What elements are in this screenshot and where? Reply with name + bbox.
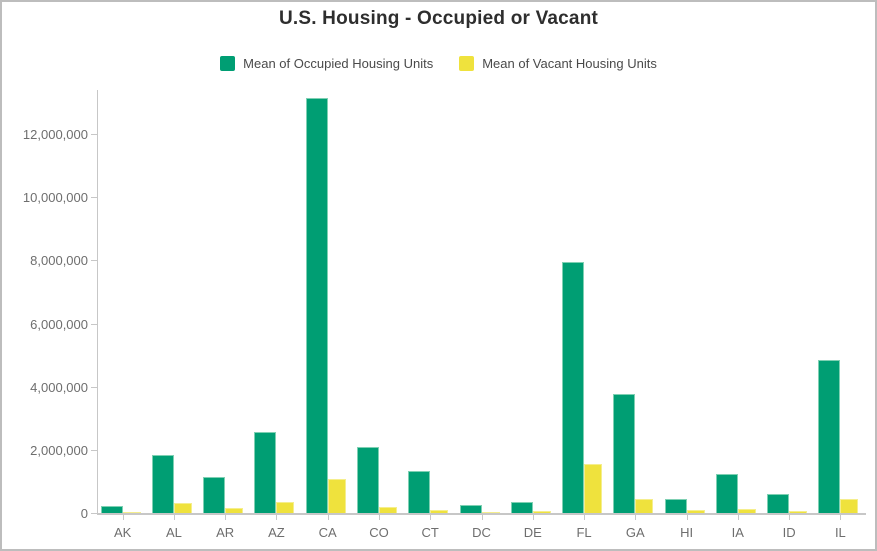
x-axis-label: GA [625,525,645,540]
y-axis-tick [91,386,97,388]
y-axis-tick [91,197,97,199]
x-axis-tick [686,515,688,520]
y-axis-tick [91,134,97,136]
y-axis-label: 10,000,000 [22,190,88,206]
x-axis-label: HI [680,525,694,540]
x-axis-tick [584,515,586,520]
x-axis-tick [789,515,791,520]
x-axis-label: DE [523,525,542,540]
x-axis-label: CT [421,525,439,540]
x-axis-tick [840,515,842,520]
legend-item-occupied[interactable]: Mean of Occupied Housing Units [220,56,433,71]
x-axis-label: IL [834,525,846,540]
bar-vacant-FL[interactable] [584,463,603,513]
x-axis-label: DC [472,525,491,540]
legend-swatch-occupied-icon [220,56,236,71]
x-axis-line [97,513,866,515]
legend: Mean of Occupied Housing Units Mean of V… [2,56,875,71]
x-axis-tick [532,515,534,520]
x-axis-label: CA [318,525,337,540]
bar-vacant-HI[interactable] [686,510,705,513]
x-axis-tick [276,515,278,520]
bar-vacant-GA[interactable] [635,499,654,513]
x-axis-tick [737,515,739,520]
x-axis-label: IA [731,525,744,540]
x-axis-label: AZ [268,525,285,540]
bar-occupied-CT[interactable] [408,471,431,513]
x-axis-label: AL [165,525,182,540]
chart-title: U.S. Housing - Occupied or Vacant [278,8,599,29]
bar-occupied-CO[interactable] [356,446,379,513]
bar-vacant-IA[interactable] [737,509,756,513]
y-axis-label: 12,000,000 [22,127,88,143]
x-axis-label: ID [782,525,796,540]
y-axis-label: 0 [80,506,88,521]
bar-occupied-HI[interactable] [664,499,687,513]
bar-occupied-FL[interactable] [562,262,585,513]
x-axis-label: AK [113,525,132,540]
bar-occupied-DE[interactable] [510,502,533,513]
y-axis-label: 8,000,000 [30,253,88,269]
bar-vacant-CA[interactable] [327,479,346,513]
y-axis-tick [91,323,97,325]
bar-occupied-IL[interactable] [818,359,841,513]
x-axis-tick [635,515,637,520]
legend-item-vacant[interactable]: Mean of Vacant Housing Units [459,56,657,71]
x-axis-tick [173,515,175,520]
x-axis-label: FL [576,525,592,540]
bar-occupied-ID[interactable] [767,494,790,513]
y-axis-line [97,90,98,515]
bar-occupied-GA[interactable] [613,393,636,513]
legend-label-vacant: Mean of Vacant Housing Units [482,56,657,71]
y-axis-tick [91,260,97,262]
bar-occupied-IA[interactable] [715,474,738,513]
bar-occupied-AR[interactable] [203,477,226,513]
bar-vacant-CO[interactable] [378,507,397,513]
bar-vacant-IL[interactable] [840,499,859,513]
bar-vacant-AK[interactable] [122,511,141,513]
bar-vacant-DC[interactable] [481,511,500,513]
x-axis-tick [430,515,432,520]
y-axis-label: 2,000,000 [30,442,88,458]
x-axis-tick [225,515,227,520]
bar-occupied-AZ[interactable] [254,431,277,513]
y-axis-tick [91,449,97,451]
y-axis-label: 6,000,000 [30,316,88,332]
bar-vacant-ID[interactable] [789,511,808,513]
bar-vacant-AR[interactable] [225,508,244,513]
x-axis-tick [327,515,329,520]
bar-occupied-DC[interactable] [459,504,482,513]
x-axis-tick [378,515,380,520]
bar-vacant-AZ[interactable] [276,502,295,513]
x-axis-label: CO [369,525,389,540]
y-axis-tick [91,513,97,514]
bar-vacant-CT[interactable] [430,510,449,513]
bar-vacant-DE[interactable] [532,511,551,513]
bar-vacant-AL[interactable] [173,502,192,513]
bar-occupied-CA[interactable] [305,97,328,513]
legend-label-occupied: Mean of Occupied Housing Units [243,56,434,71]
x-axis-tick [481,515,483,520]
x-axis-tick [122,515,124,520]
bar-occupied-AL[interactable] [151,454,174,513]
y-axis-label: 4,000,000 [30,379,88,395]
legend-swatch-vacant-icon [459,56,475,71]
x-axis-label: AR [216,525,235,540]
bar-occupied-AK[interactable] [100,505,123,513]
